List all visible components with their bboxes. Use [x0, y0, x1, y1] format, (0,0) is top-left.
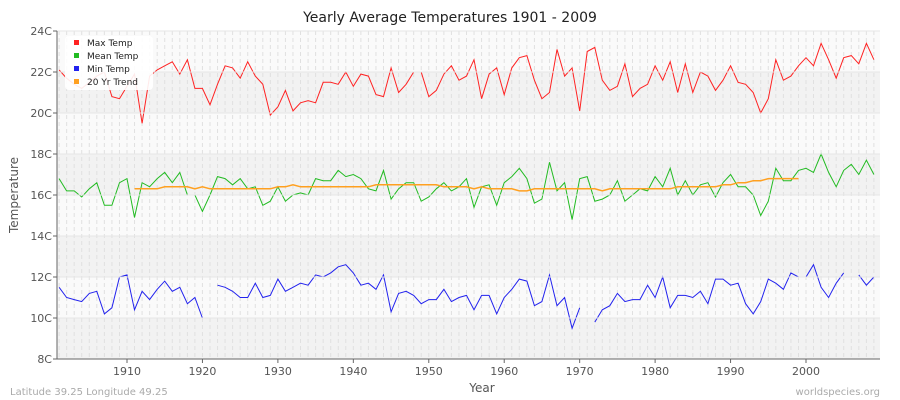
legend: Max Temp Mean Temp Min Temp 20 Yr Trend [65, 36, 153, 90]
x-tick-label: 1910 [113, 365, 141, 378]
legend-swatch [74, 40, 79, 45]
legend-label: Max Temp [87, 39, 133, 49]
grid-band [57, 318, 880, 359]
x-axis-label: Year [468, 381, 494, 395]
x-tick-label: 1980 [641, 365, 669, 378]
chart-title: Yearly Average Temperatures 1901 - 2009 [302, 10, 597, 26]
x-tick-label: 2000 [792, 365, 820, 378]
y-tick-label: 12C [30, 271, 52, 284]
y-tick-label: 10C [30, 312, 52, 325]
x-tick-label: 1930 [264, 365, 292, 378]
y-tick-label: 16C [30, 189, 52, 202]
y-tick-label: 20C [30, 107, 52, 120]
legend-swatch [74, 79, 79, 84]
x-tick-label: 1970 [566, 365, 594, 378]
y-axis-label: Temperature [7, 157, 21, 234]
y-tick-label: 22C [30, 66, 52, 79]
x-tick-label: 1920 [188, 365, 216, 378]
x-tick-label: 1990 [717, 365, 745, 378]
legend-swatch [74, 66, 79, 71]
footer-site: worldspecies.org [796, 387, 880, 398]
footer-location: Latitude 39.25 Longitude 49.25 [10, 387, 168, 398]
series-line-min-temp [58, 263, 875, 331]
legend-swatch [74, 53, 79, 58]
legend-label: Min Temp [87, 65, 130, 75]
x-tick-label: 1950 [415, 365, 443, 378]
y-tick-label: 14C [30, 230, 52, 243]
legend-label: 20 Yr Trend [87, 78, 138, 88]
series-line-20-yr-trend [134, 177, 799, 192]
grid-band [57, 72, 880, 113]
series-line-max-temp [58, 41, 875, 124]
y-tick-label: 24C [30, 25, 52, 38]
x-tick-label: 1940 [339, 365, 367, 378]
grid-band [57, 236, 880, 277]
y-tick-label: 8C [37, 353, 52, 366]
legend-label: Mean Temp [87, 52, 139, 62]
legend-box [65, 36, 153, 90]
y-tick-label: 18C [30, 148, 52, 161]
x-tick-label: 1960 [490, 365, 518, 378]
